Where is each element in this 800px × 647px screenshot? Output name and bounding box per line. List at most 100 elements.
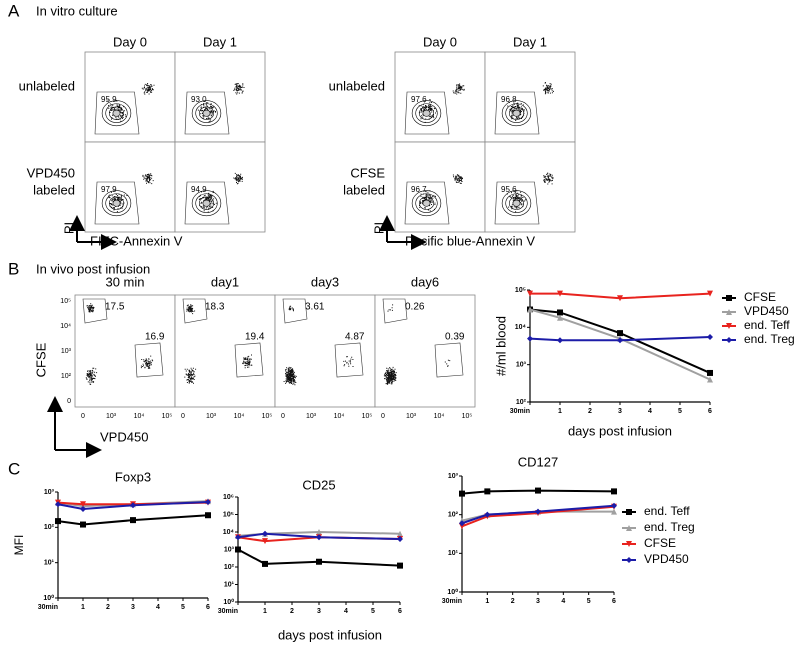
gate	[494, 91, 540, 135]
gate-percent: 93.0	[191, 95, 207, 104]
y-tick-label: 10¹	[448, 550, 459, 557]
marker	[205, 512, 211, 519]
gate	[182, 298, 208, 324]
x-axis-label: days post infusion	[278, 627, 382, 642]
density-contour	[202, 109, 211, 117]
flow-plot	[374, 294, 476, 408]
density-contour	[101, 190, 132, 217]
marker	[316, 558, 322, 565]
marker	[459, 523, 465, 530]
density-contour	[415, 103, 438, 123]
gate-percent: 4.87	[345, 332, 365, 343]
cell-events	[383, 366, 397, 385]
marker	[617, 330, 623, 337]
x-axis-label: VPD450	[100, 429, 148, 444]
gate-percent: 96.8	[501, 95, 517, 104]
x-tick-label: 30min	[38, 604, 58, 611]
x-tick-label: 10⁵	[262, 413, 273, 420]
gate	[184, 91, 230, 135]
marker	[617, 337, 623, 344]
flow-plot	[274, 294, 376, 408]
cell-events	[86, 303, 95, 313]
x-tick-label: 30min	[442, 598, 462, 605]
panel-title: In vitro culture	[36, 3, 118, 18]
series-line	[461, 489, 615, 495]
x-tick-label: 30min	[510, 408, 530, 415]
gate-percent: 97.9	[101, 185, 117, 194]
panel-title: In vivo post infusion	[36, 261, 150, 276]
density-contour	[112, 109, 121, 117]
gate	[494, 181, 540, 225]
y-tick-label: 10³	[61, 348, 72, 355]
series-line	[529, 336, 711, 342]
row-label: VPD450	[27, 165, 75, 180]
gate-percent: 94.9	[191, 185, 207, 194]
gate	[134, 342, 164, 378]
flow-plot	[394, 141, 486, 233]
panel-letter: A	[8, 1, 20, 20]
marker	[535, 508, 541, 515]
column-header: day3	[311, 274, 339, 289]
cell-events	[233, 172, 243, 185]
x-tick-label: 4	[648, 408, 652, 415]
x-tick-label: 1	[81, 604, 85, 611]
cell-events	[233, 83, 245, 95]
cell-events	[288, 305, 294, 312]
density-contour	[191, 100, 222, 127]
y-tick-label: 10¹	[224, 581, 235, 588]
x-tick-label: 3	[317, 608, 321, 615]
density-contour	[501, 100, 532, 127]
x-tick-label: 0	[81, 413, 85, 420]
legend-label: end. Treg	[744, 332, 795, 346]
density-contour	[505, 103, 528, 123]
density-contour	[202, 199, 211, 207]
legend-marker	[626, 525, 632, 531]
x-tick-label: 5	[587, 598, 591, 605]
density-contour	[109, 196, 125, 210]
cell-events	[184, 367, 197, 384]
x-tick-label: 10⁴	[334, 413, 345, 420]
x-tick-label: 3	[618, 408, 622, 415]
chart-title: CD25	[302, 477, 335, 492]
density-contour	[195, 193, 218, 213]
y-tick-label: 10⁰	[447, 588, 458, 596]
x-tick-label: 6	[612, 598, 616, 605]
gate	[282, 298, 308, 324]
y-axis-label: PI	[61, 222, 76, 234]
gate	[334, 342, 364, 378]
density-contour	[505, 193, 528, 213]
marker	[707, 369, 713, 376]
legend-marker	[726, 337, 732, 343]
x-tick-label: 4	[156, 604, 160, 611]
y-tick-label: 10⁰	[223, 598, 234, 606]
flow-plot	[484, 51, 576, 143]
x-tick-label: 6	[206, 604, 210, 611]
column-header: day6	[411, 274, 439, 289]
marker	[262, 560, 268, 567]
y-tick-label: 10²	[224, 564, 235, 571]
gate-percent: 97.6	[411, 95, 427, 104]
y-tick-label: 10³	[224, 546, 235, 553]
density-contour	[508, 196, 524, 210]
density-contour	[512, 199, 521, 207]
cell-events	[444, 359, 451, 367]
density-contour	[422, 109, 431, 117]
x-tick-label: 10⁴	[234, 413, 245, 420]
marker	[557, 309, 563, 316]
series-line	[529, 308, 711, 381]
cell-events	[387, 304, 394, 312]
legend-label: end. Teff	[744, 318, 790, 332]
flow-plot	[174, 294, 276, 408]
gate-percent: 95.6	[501, 185, 517, 194]
y-tick-label: 10⁵	[60, 298, 71, 305]
series-line	[57, 501, 209, 511]
series-line	[530, 292, 711, 300]
marker	[535, 487, 541, 494]
marker	[80, 506, 86, 513]
marker	[397, 562, 403, 569]
gate-percent: 96.7	[411, 185, 427, 194]
marker	[707, 334, 713, 341]
cell-events	[140, 355, 154, 369]
x-tick-label: 5	[678, 408, 682, 415]
